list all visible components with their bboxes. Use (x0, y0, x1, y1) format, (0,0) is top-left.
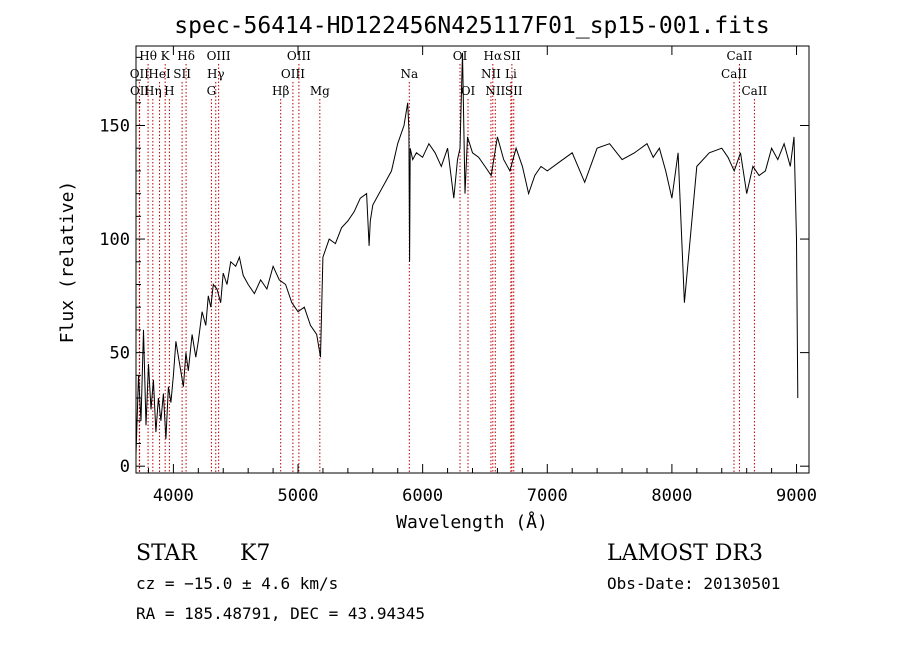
line-marker-label: Hη (144, 84, 162, 98)
line-marker-label: Mg (310, 84, 330, 98)
line-marker-label: CaII (727, 49, 753, 63)
line-marker-label: Hθ (139, 49, 157, 63)
line-marker-label: H (164, 84, 174, 98)
line-marker-label: Hα (484, 49, 503, 63)
object-subclass: K7 (240, 541, 270, 566)
y-tick-label: 50 (110, 344, 130, 364)
x-axis-label: Wavelength (Å) (396, 511, 548, 533)
chart-title: spec-56414-HD122456N425117F01_sp15-001.f… (174, 13, 769, 39)
line-marker-label: Hγ (207, 67, 225, 81)
line-marker-label: OII (130, 84, 150, 98)
line-marker-label: G (207, 84, 217, 98)
coordinates-readout: RA = 185.48791, DEC = 43.94345 (136, 604, 425, 623)
line-marker-label: OIII (287, 49, 311, 63)
x-tick-label: 6000 (402, 486, 443, 506)
survey-name: LAMOST DR3 (607, 541, 763, 566)
y-axis-label: Flux (relative) (57, 181, 78, 344)
x-tick-label: 8000 (651, 486, 692, 506)
line-marker-label: SII (503, 49, 521, 63)
line-marker-label: CaII (741, 84, 767, 98)
y-axis-ticks: 0 50 100 150 (99, 56, 809, 477)
line-marker-label: OI (453, 49, 468, 63)
plot-frame (135, 45, 810, 474)
x-tick-label: 5000 (278, 486, 319, 506)
spectrum-line (135, 52, 799, 455)
line-marker-label: SII (173, 67, 191, 81)
line-marker-label: Li (505, 67, 517, 81)
line-marker-label: CaII (721, 67, 747, 81)
observation-date: Obs-Date: 20130501 (607, 574, 780, 593)
object-class: STAR (136, 541, 198, 566)
line-marker-label: SII (505, 84, 523, 98)
line-marker-label: K (161, 49, 171, 63)
y-tick-label: 150 (99, 116, 130, 136)
line-marker-label: NII (485, 84, 505, 98)
line-markers (138, 64, 755, 473)
line-marker-label: OIII (207, 49, 231, 63)
line-marker-label: Hβ (272, 84, 289, 98)
x-axis-ticks: 4000 5000 6000 7000 8000 9000 (147, 46, 817, 506)
line-marker-label: OII (130, 67, 150, 81)
x-tick-label: 7000 (527, 486, 568, 506)
line-marker-label: HeI (148, 67, 171, 81)
y-tick-label: 100 (99, 230, 130, 250)
line-marker-label: OIII (281, 67, 305, 81)
line-marker-label: Na (400, 67, 418, 81)
line-marker-label: Hδ (177, 49, 195, 63)
line-marker-label: NII (481, 67, 501, 81)
redshift-readout: cz = −15.0 ± 4.6 km/s (136, 574, 338, 593)
line-marker-label: OI (461, 84, 476, 98)
x-tick-label: 4000 (153, 486, 194, 506)
x-tick-label: 9000 (776, 486, 817, 506)
y-tick-label: 0 (120, 457, 130, 477)
